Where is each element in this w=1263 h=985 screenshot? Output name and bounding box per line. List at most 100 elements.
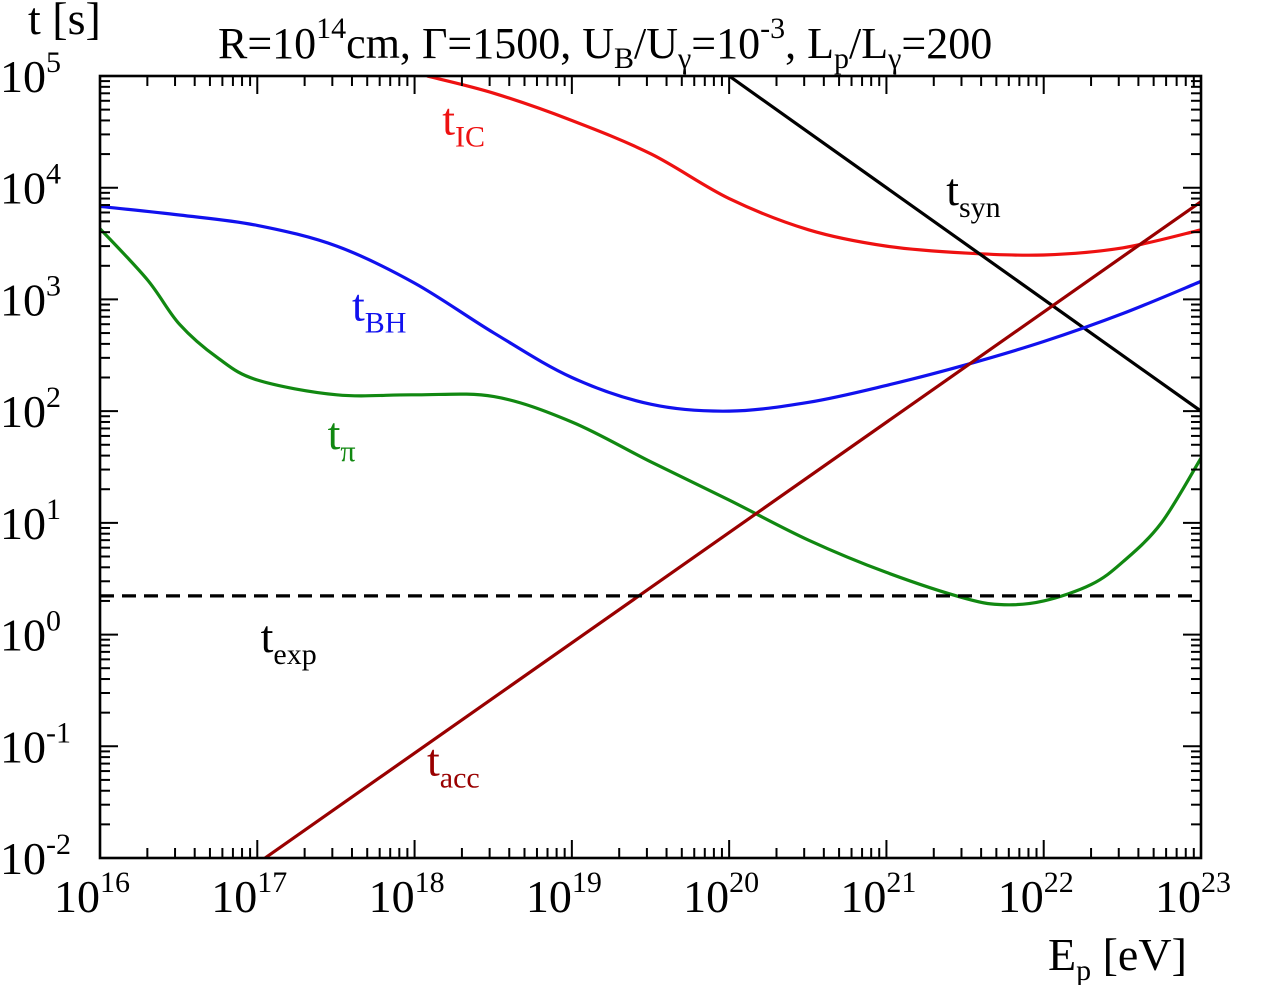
y-tick-base: 10 — [0, 610, 46, 661]
x-tick-exp: 17 — [257, 866, 287, 899]
series-group — [100, 76, 1201, 858]
series-label-sub: IC — [455, 120, 485, 153]
series-label-sub: BH — [365, 306, 407, 339]
y-tick-exp: -1 — [46, 716, 71, 749]
x-tick-exp: 22 — [1044, 866, 1074, 899]
series-label-base: t — [946, 164, 959, 215]
y-tick-base: 10 — [0, 498, 46, 549]
x-tick-exp: 19 — [572, 866, 602, 899]
series-label-sub: π — [340, 435, 355, 468]
y-tick-base: 10 — [0, 721, 46, 772]
series-label-sub: acc — [440, 761, 480, 794]
series-line-BH — [100, 204, 1201, 413]
series-line-IC — [426, 76, 1201, 257]
x-tick-exp: 21 — [886, 866, 916, 899]
x-label-base: E — [1048, 929, 1076, 980]
y-tick-label: 10-2 — [0, 828, 71, 884]
x-tick-label: 1022 — [998, 866, 1074, 922]
text-part: p — [834, 42, 849, 75]
x-tick-label: 1021 — [840, 866, 916, 922]
text-part: B — [614, 42, 634, 75]
x-tick-exp: 18 — [415, 866, 445, 899]
x-tick-base: 10 — [998, 871, 1044, 922]
y-tick-label: 102 — [0, 381, 61, 437]
text-part: γ — [887, 42, 901, 75]
text-part: , — [785, 19, 807, 68]
y-tick-base: 10 — [0, 274, 46, 325]
y-tick-label: 105 — [0, 46, 61, 102]
x-tick-label: 1017 — [211, 866, 287, 922]
text-part: 14 — [316, 12, 346, 45]
series-line-π — [100, 227, 1201, 607]
series-label-IC: tIC — [442, 93, 485, 153]
text-part: R=10 — [218, 19, 316, 68]
series-label-base: t — [442, 93, 455, 144]
text-part: / — [849, 19, 862, 68]
text-part: L — [861, 19, 888, 68]
text-part: L — [807, 19, 834, 68]
x-tick-base: 10 — [369, 871, 415, 922]
x-tick-label: 1020 — [683, 866, 759, 922]
y-tick-base: 10 — [0, 163, 46, 214]
x-tick-base: 10 — [1155, 871, 1201, 922]
text-part: U — [582, 19, 614, 68]
x-tick-label: 1016 — [54, 866, 130, 922]
y-tick-label: 104 — [0, 158, 61, 214]
y-tick-label: 101 — [0, 493, 61, 549]
series-label-sub: exp — [273, 638, 316, 671]
y-tick-label: 100 — [0, 605, 61, 661]
x-tick-base: 10 — [840, 871, 886, 922]
x-tick-label: 1018 — [369, 866, 445, 922]
x-label-sub: p — [1076, 954, 1091, 985]
x-tick-base: 10 — [683, 871, 729, 922]
text-part: =200 — [901, 19, 992, 68]
x-tick-base: 10 — [526, 871, 572, 922]
y-tick-base: 10 — [0, 51, 46, 102]
text-part: γ — [677, 42, 691, 75]
x-tick-exp: 16 — [100, 866, 130, 899]
series-line-syn — [728, 76, 1201, 413]
series-label-sub: syn — [959, 191, 1001, 224]
series-label-base: t — [352, 279, 365, 330]
y-tick-base: 10 — [0, 833, 46, 884]
y-tick-exp: 5 — [46, 46, 61, 79]
series-label-acc: tacc — [427, 734, 480, 794]
ticks-group — [99, 75, 1202, 859]
series-label-BH: tBH — [352, 279, 406, 339]
y-tick-label: 10-1 — [0, 716, 71, 772]
series-label-base: t — [261, 611, 274, 662]
x-tick-label: 1019 — [526, 866, 602, 922]
y-tick-base: 10 — [0, 386, 46, 437]
series-label-base: t — [328, 408, 341, 459]
text-part: Γ=1500, — [422, 19, 582, 68]
y-tick-exp: 2 — [46, 381, 61, 414]
y-axis-label: t [s] — [28, 0, 101, 44]
x-tick-label: 1023 — [1155, 866, 1231, 922]
series-line-acc — [264, 200, 1201, 858]
y-tick-exp: 3 — [46, 269, 61, 302]
x-axis-label: Ep [eV] — [1048, 929, 1187, 985]
x-tick-base: 10 — [54, 871, 100, 922]
text-part: -3 — [760, 12, 785, 45]
x-label-unit: [eV] — [1091, 929, 1187, 980]
text-part: U — [646, 19, 678, 68]
x-tick-exp: 20 — [729, 866, 759, 899]
text-part: cm, — [346, 19, 422, 68]
y-tick-exp: 4 — [46, 158, 61, 191]
series-label-π: tπ — [328, 408, 356, 468]
text-part: / — [634, 19, 647, 68]
series-label-exp: texp — [261, 611, 317, 671]
y-tick-label: 103 — [0, 269, 61, 325]
y-tick-exp: -2 — [46, 828, 71, 861]
x-tick-exp: 23 — [1201, 866, 1231, 899]
series-label-base: t — [427, 734, 440, 785]
y-axis-label-text: t [s] — [28, 0, 101, 44]
y-tick-exp: 0 — [46, 605, 61, 638]
series-label-syn: tsyn — [946, 164, 1000, 224]
plot-frame — [98, 74, 1203, 860]
chart-title: R=1014cm, Γ=1500, UB/Uγ=10-3, Lp/Lγ=200 — [218, 12, 992, 75]
text-part: =10 — [691, 19, 760, 68]
x-tick-base: 10 — [211, 871, 257, 922]
y-tick-exp: 1 — [46, 493, 61, 526]
